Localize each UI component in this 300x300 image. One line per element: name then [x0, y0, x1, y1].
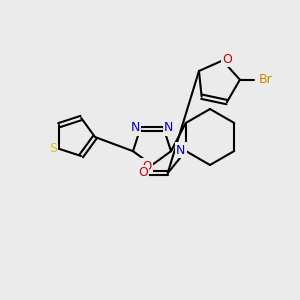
Text: O: O — [138, 167, 148, 179]
Text: N: N — [130, 121, 140, 134]
Text: S: S — [49, 142, 57, 155]
Text: O: O — [223, 53, 232, 66]
Text: O: O — [142, 160, 152, 172]
Text: N: N — [176, 143, 185, 157]
Text: Br: Br — [259, 73, 273, 86]
Text: N: N — [164, 121, 173, 134]
